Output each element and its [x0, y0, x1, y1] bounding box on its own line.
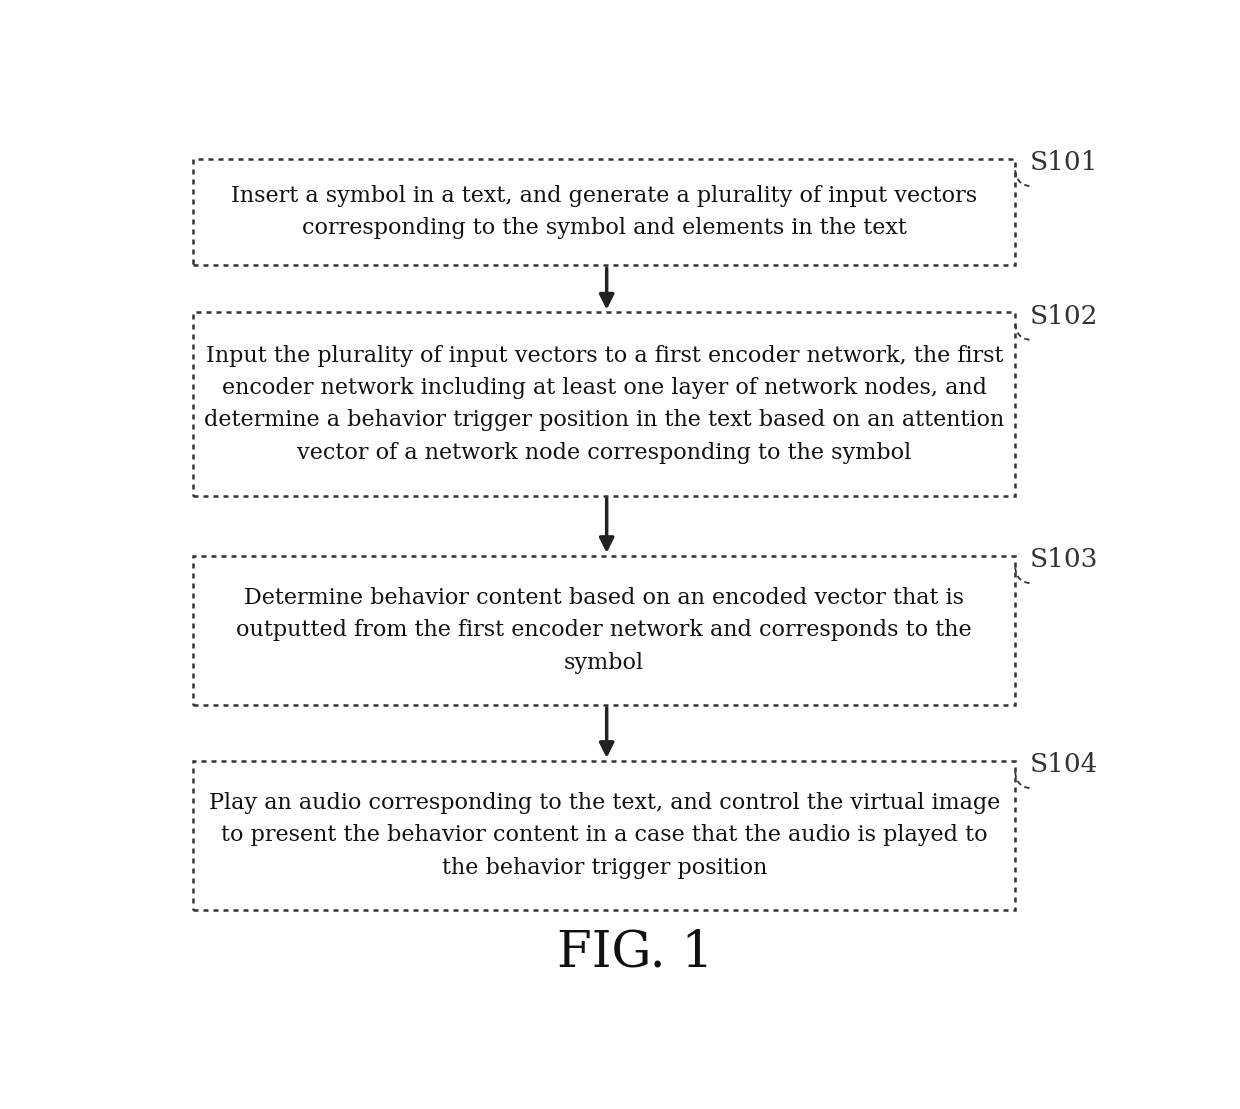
Bar: [193, 556, 1016, 705]
Text: Play an audio corresponding to the text, and control the virtual image
to presen: Play an audio corresponding to the text,…: [208, 792, 999, 878]
Text: Insert a symbol in a text, and generate a plurality of input vectors
correspondi: Insert a symbol in a text, and generate …: [231, 185, 977, 240]
Bar: [193, 159, 1016, 265]
Text: FIG. 1: FIG. 1: [557, 928, 714, 977]
Text: Determine behavior content based on an encoded vector that is
outputted from the: Determine behavior content based on an e…: [237, 588, 972, 673]
Bar: [193, 313, 1016, 496]
Text: S103: S103: [1029, 547, 1097, 572]
Text: S104: S104: [1029, 752, 1097, 777]
Text: Input the plurality of input vectors to a first encoder network, the first
encod: Input the plurality of input vectors to …: [205, 345, 1004, 464]
Text: S102: S102: [1029, 304, 1097, 329]
Bar: [193, 761, 1016, 910]
Text: S101: S101: [1029, 150, 1097, 175]
